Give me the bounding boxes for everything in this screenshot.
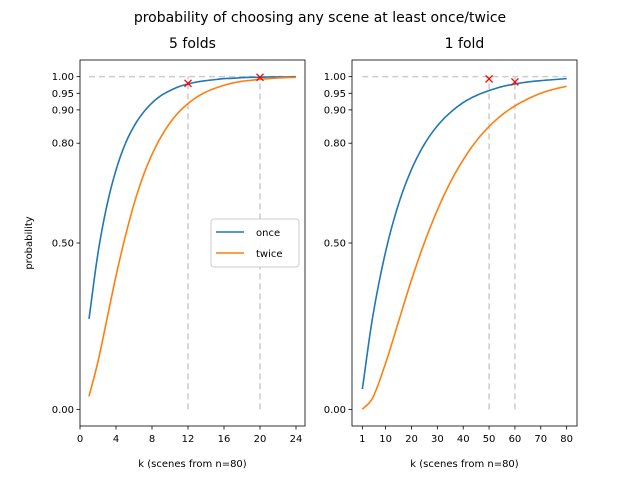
x-tick-label: 30	[431, 434, 444, 445]
y-tick-label: 0.95	[324, 89, 346, 100]
series-line-once	[361, 77, 567, 390]
axes-frame	[351, 59, 578, 427]
y-tick-label: 0.80	[324, 139, 346, 150]
x-tick-label: 1	[359, 434, 365, 445]
y-tick-label: 0.80	[52, 139, 74, 150]
x-tick-label: 24	[290, 434, 303, 445]
x-tick-label: 4	[113, 434, 119, 445]
y-tick-label: 0.90	[52, 105, 74, 116]
y-tick-label: 0.50	[324, 239, 346, 250]
x-tick-label: 40	[457, 434, 470, 445]
y-tick-label: 0.00	[324, 405, 346, 416]
y-tick-label: 1.00	[324, 72, 346, 83]
panel-title: 1 fold	[445, 36, 485, 52]
x-tick-label: 0	[77, 434, 83, 445]
figure-suptitle: probability of choosing any scene at lea…	[134, 10, 506, 26]
x-tick-label: 60	[509, 434, 522, 445]
legend-label-once: once	[256, 228, 280, 239]
legend-box	[210, 218, 300, 268]
x-tick-label: 20	[254, 434, 267, 445]
panel-5-folds: 5 folds 0 4 8 12 16 20 24 0.00 0.50 0.80 0.90 0.95 1.…	[24, 36, 306, 470]
x-axis-label: k (scenes from n=80)	[410, 459, 519, 470]
legend-label-twice: twice	[256, 249, 283, 260]
x-tick-label: 20	[405, 434, 418, 445]
x-tick-label: 50	[483, 434, 496, 445]
x-tick-label: 70	[534, 434, 547, 445]
x-tick-label: 16	[218, 434, 231, 445]
x-tick-label: 10	[379, 434, 392, 445]
x-tick-label: 8	[149, 434, 155, 445]
x-tick-label: 80	[560, 434, 573, 445]
y-tick-label: 0.00	[52, 405, 74, 416]
marker-x	[184, 79, 192, 88]
panel-1-fold: 1 fold 1 10 20 30 40 50 60 70 80 0.00 0.50 0.80 0.90 0…	[324, 36, 578, 470]
x-tick-label: 12	[182, 434, 195, 445]
y-axis-label: probability	[24, 216, 35, 269]
series-line-once	[88, 75, 297, 319]
series-line-twice	[361, 85, 567, 410]
y-tick-label: 0.95	[52, 89, 74, 100]
x-axis-label: k (scenes from n=80)	[138, 459, 247, 470]
y-tick-label: 0.90	[324, 105, 346, 116]
y-tick-label: 1.00	[52, 72, 74, 83]
panel-title: 5 folds	[169, 36, 216, 52]
marker-x	[510, 78, 519, 86]
y-tick-label: 0.50	[52, 239, 74, 250]
marker-x	[485, 75, 494, 83]
marker-x	[256, 73, 264, 82]
